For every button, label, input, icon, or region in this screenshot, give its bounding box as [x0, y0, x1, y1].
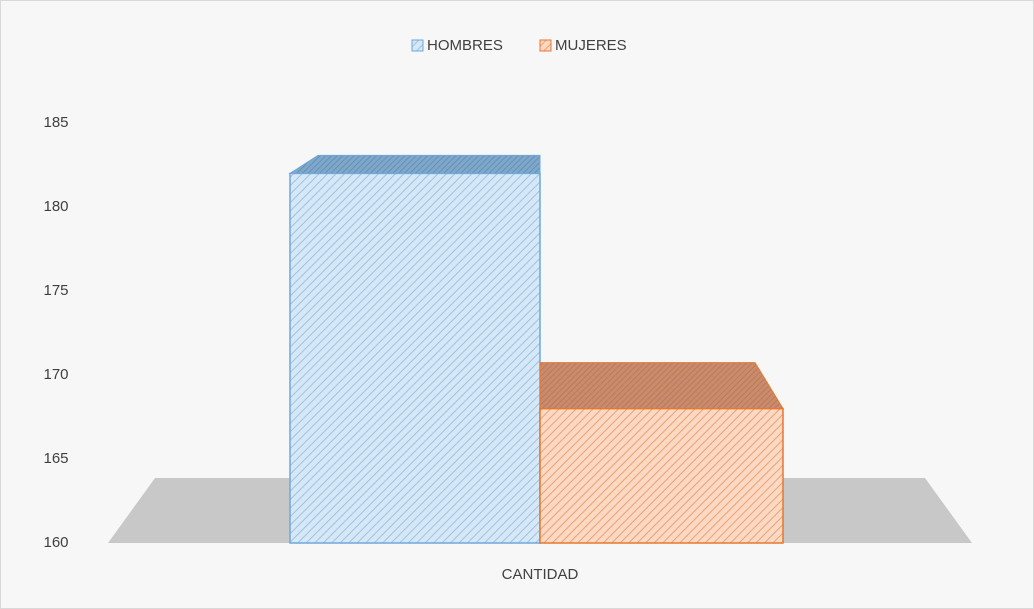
- legend-label: HOMBRES: [427, 37, 503, 54]
- y-tick-label: 180: [43, 198, 68, 215]
- bar: [289, 172, 541, 544]
- legend-swatch: [539, 39, 552, 52]
- legend-swatch: [411, 39, 424, 52]
- y-tick-label: 175: [43, 282, 68, 299]
- y-tick-label: 160: [43, 534, 68, 551]
- y-tick-label: 185: [43, 114, 68, 131]
- bar: [539, 407, 784, 544]
- legend-label: MUJERES: [555, 37, 627, 54]
- x-tick-label: CANTIDAD: [502, 566, 579, 583]
- y-tick-label: 165: [43, 450, 68, 467]
- bar-top: [288, 154, 541, 174]
- y-tick-label: 170: [43, 366, 68, 383]
- bar-top: [539, 362, 784, 410]
